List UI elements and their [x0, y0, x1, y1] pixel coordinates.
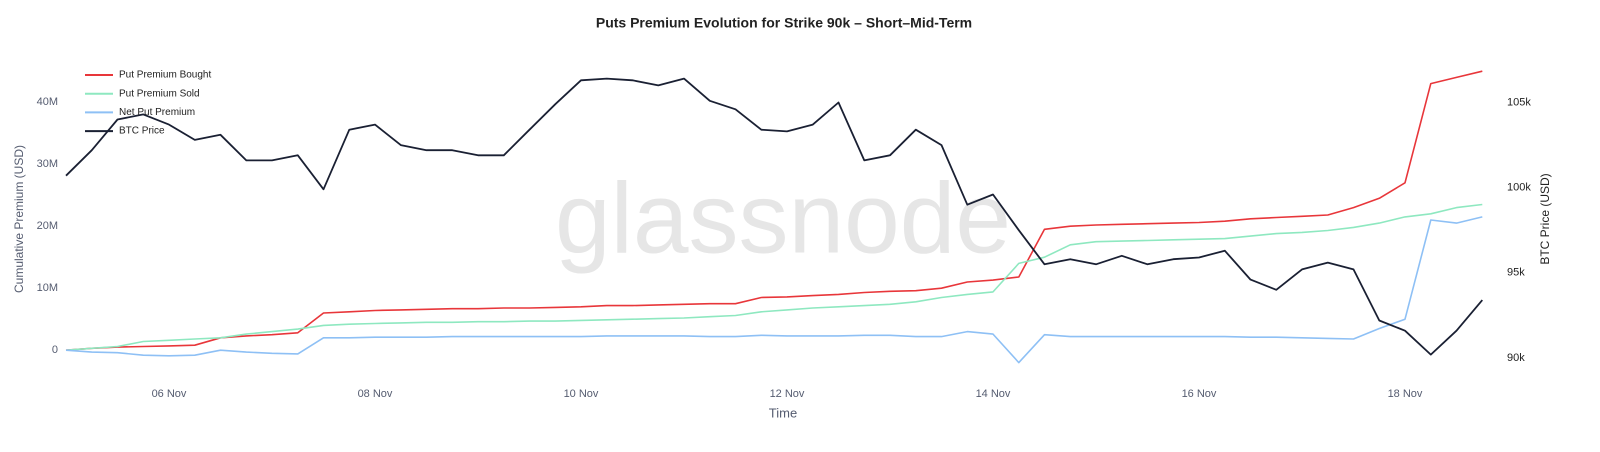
- legend-label: Net Put Premium: [119, 107, 195, 118]
- chart-title: Puts Premium Evolution for Strike 90k – …: [596, 15, 972, 31]
- x-axis-title: Time: [769, 405, 797, 420]
- y2-tick-label: 95k: [1507, 267, 1525, 279]
- series-line: [65, 203, 1483, 351]
- y-tick-label: 30M: [37, 158, 58, 170]
- x-tick-label: 12 Nov: [770, 388, 805, 400]
- series-line: [65, 216, 1483, 364]
- y-tick-label: 20M: [37, 220, 58, 232]
- x-tick-label: 18 Nov: [1388, 388, 1423, 400]
- y2-tick-label: 90k: [1507, 352, 1525, 364]
- x-tick-label: 06 Nov: [152, 388, 187, 400]
- y-axis-title: Cumulative Premium (USD): [12, 145, 26, 293]
- series-line: [65, 77, 1483, 356]
- x-tick-label: 10 Nov: [564, 388, 599, 400]
- y2-axis-title: BTC Price (USD): [1538, 173, 1552, 264]
- series-line: [65, 70, 1483, 351]
- x-tick-label: 08 Nov: [358, 388, 393, 400]
- y2-tick-label: 100k: [1507, 182, 1531, 194]
- x-tick-label: 16 Nov: [1182, 388, 1217, 400]
- y-tick-label: 10M: [37, 282, 58, 294]
- watermark: glassnode: [555, 162, 1011, 274]
- y-tick-label: 40M: [37, 96, 58, 108]
- legend-label: BTC Price: [119, 126, 165, 137]
- legend-label: Put Premium Bought: [119, 70, 211, 81]
- x-tick-label: 14 Nov: [976, 388, 1011, 400]
- y2-tick-label: 105k: [1507, 96, 1531, 108]
- y-tick-label: 0: [52, 344, 58, 356]
- legend-label: Put Premium Sold: [119, 88, 200, 99]
